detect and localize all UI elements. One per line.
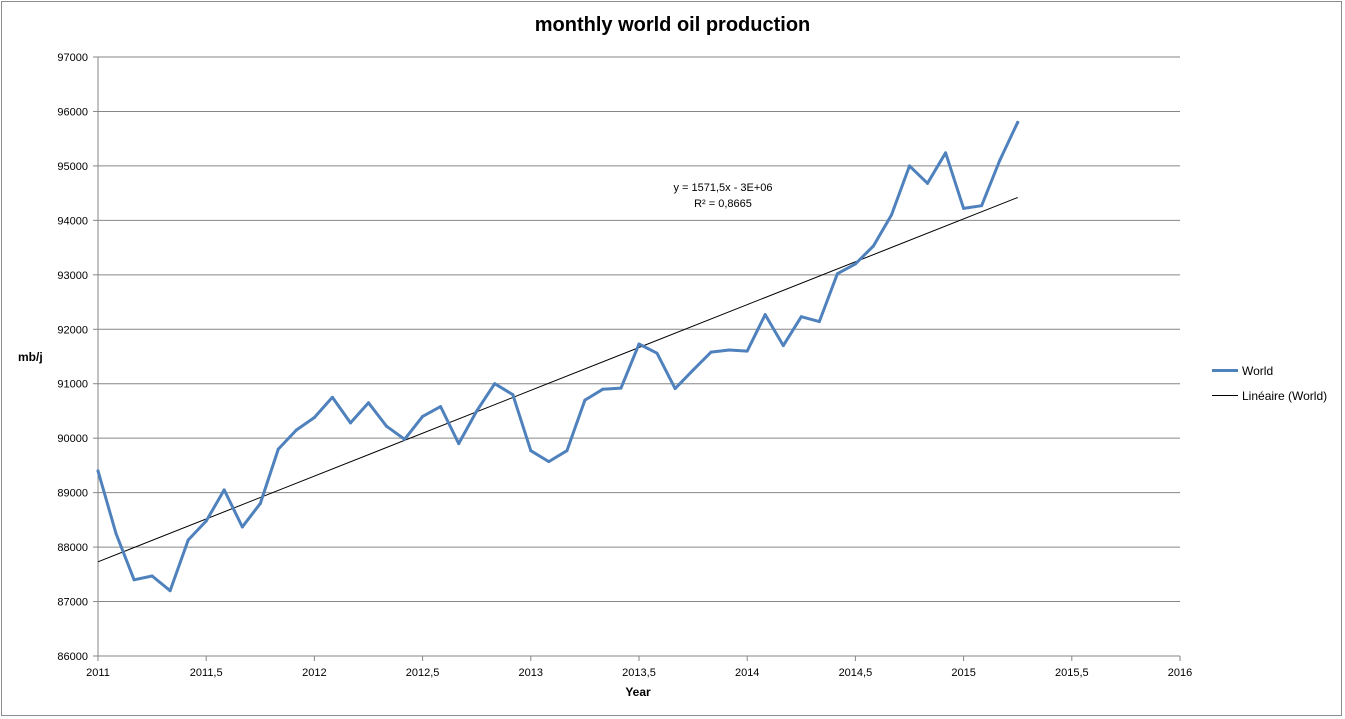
data-point-world <box>781 344 785 348</box>
data-point-world <box>853 262 857 266</box>
data-point-world <box>276 447 280 451</box>
y-axis-label: mb/j <box>18 350 43 364</box>
chart-title: monthly world oil production <box>534 14 811 36</box>
data-point-world <box>240 525 244 529</box>
data-point-world <box>204 519 208 523</box>
data-point-world <box>367 401 370 405</box>
data-point-world <box>168 589 172 593</box>
data-point-world <box>944 151 948 155</box>
data-point-world <box>547 460 551 464</box>
x-tick-labels: 2011 2011,5 2012 2012,5 2013 2013,5 2014 2014,5… <box>86 667 1192 679</box>
legend-swatch-linear <box>1212 395 1238 396</box>
data-point-world <box>258 502 262 506</box>
data-point-world <box>114 531 118 535</box>
data-point-world <box>980 204 984 208</box>
data-point-world <box>962 206 966 210</box>
data-point-world <box>312 415 316 419</box>
data-point-world <box>384 424 388 428</box>
data-point-world <box>673 387 677 391</box>
data-point-world <box>655 351 659 355</box>
data-point-world <box>619 386 623 390</box>
trendline-equation-text: y = 1571,5x - 3E+06 <box>673 182 773 194</box>
y-tick-labels: 86000 87000 88000 89000 90000 91000 92000 93000… <box>57 52 88 663</box>
data-point-world <box>727 348 731 352</box>
gridlines <box>98 56 1180 603</box>
y-tick-label: 93000 <box>57 270 88 282</box>
x-tick-label: 2012 <box>302 667 326 679</box>
series-layer <box>96 120 1020 593</box>
data-point-world <box>565 449 569 453</box>
x-tick-label: 2013 <box>519 667 543 679</box>
x-tick-label: 2013,5 <box>622 667 656 679</box>
data-point-world <box>457 442 461 446</box>
legend-item-world: World <box>1212 358 1327 383</box>
data-point-world <box>998 158 1002 162</box>
y-tick-label: 89000 <box>57 488 88 500</box>
data-point-world <box>529 449 533 453</box>
data-point-world <box>691 368 695 372</box>
data-point-world <box>709 350 713 354</box>
data-point-world <box>817 320 821 324</box>
y-tick-label: 88000 <box>57 542 88 554</box>
data-point-world <box>421 414 425 418</box>
x-tick-label: 2012,5 <box>406 667 440 679</box>
legend-label-world: World <box>1242 363 1274 378</box>
trendline-r2-text: R² = 0,8665 <box>694 198 752 210</box>
x-tick-label: 2015,5 <box>1055 667 1089 679</box>
data-point-world <box>493 382 497 386</box>
y-tick-label: 90000 <box>57 433 88 445</box>
data-point-world <box>601 387 605 391</box>
legend-label-linear: Linéaire (World) <box>1242 388 1328 403</box>
data-point-world <box>96 469 100 473</box>
data-point-world <box>835 272 839 276</box>
data-point-world <box>745 349 749 353</box>
y-tick-label: 97000 <box>57 52 88 64</box>
legend: World Linéaire (World) <box>1212 358 1327 408</box>
data-point-world <box>439 405 443 409</box>
data-point-world <box>1016 120 1020 124</box>
y-tick-label: 87000 <box>57 597 88 609</box>
y-tick-label: 86000 <box>57 651 88 663</box>
x-tick-label: 2014 <box>735 667 759 679</box>
x-tick-label: 2015 <box>951 667 975 679</box>
y-tick-label: 94000 <box>57 215 88 227</box>
data-point-world <box>475 409 479 413</box>
data-point-world <box>925 181 929 185</box>
data-point-world <box>294 428 298 432</box>
x-tick-label: 2011,5 <box>190 667 223 679</box>
data-point-world <box>403 437 407 441</box>
data-point-world <box>890 213 894 217</box>
x-tick-label: 2014,5 <box>839 667 873 679</box>
y-tick-label: 91000 <box>57 379 88 391</box>
legend-swatch-world <box>1212 369 1238 372</box>
data-point-world <box>222 488 226 492</box>
data-point-world <box>511 393 515 397</box>
data-point-world <box>637 342 641 346</box>
y-tick-label: 95000 <box>57 161 88 173</box>
legend-item-linear: Linéaire (World) <box>1212 383 1327 408</box>
x-tick-label: 2011 <box>86 667 110 679</box>
data-point-world <box>763 313 767 317</box>
data-point-world <box>330 395 334 399</box>
data-point-world <box>349 421 353 425</box>
y-tick-label: 92000 <box>57 324 88 336</box>
data-point-world <box>799 315 803 319</box>
x-tick-label: 2016 <box>1168 667 1192 679</box>
data-point-world <box>132 578 136 582</box>
series-line-linear-world <box>97 197 1018 563</box>
y-tick-label: 96000 <box>57 106 88 118</box>
data-point-world <box>871 244 875 248</box>
trendline-equation: y = 1571,5x - 3E+06 R² = 0,8665 <box>648 180 798 212</box>
series-line-world <box>96 120 1020 593</box>
axes <box>93 56 1181 661</box>
data-point-world <box>150 574 154 578</box>
x-axis-label: Year <box>625 685 651 699</box>
data-point-world <box>583 398 587 402</box>
data-point-world <box>908 164 911 168</box>
data-point-world <box>186 538 190 542</box>
